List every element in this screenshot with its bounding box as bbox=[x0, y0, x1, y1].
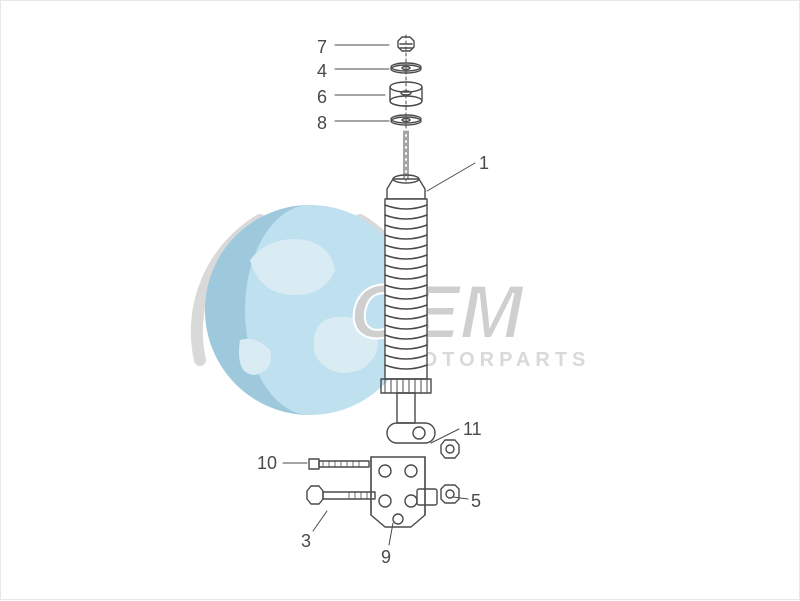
callout-11: 11 bbox=[463, 419, 482, 440]
callout-6: 6 bbox=[317, 87, 327, 108]
callout-9: 9 bbox=[381, 547, 391, 568]
part-bolt-3 bbox=[307, 486, 375, 504]
part-bolt-10 bbox=[309, 459, 369, 469]
exploded-diagram bbox=[1, 1, 800, 601]
callout-3: 3 bbox=[301, 531, 311, 552]
callout-7: 7 bbox=[317, 37, 327, 58]
callout-10: 10 bbox=[257, 453, 277, 474]
part-nut-11 bbox=[441, 440, 459, 458]
part-shock-1 bbox=[381, 175, 435, 443]
callout-8: 8 bbox=[317, 113, 327, 134]
callout-5: 5 bbox=[471, 491, 481, 512]
callout-1: 1 bbox=[479, 153, 489, 174]
callout-4: 4 bbox=[317, 61, 327, 82]
